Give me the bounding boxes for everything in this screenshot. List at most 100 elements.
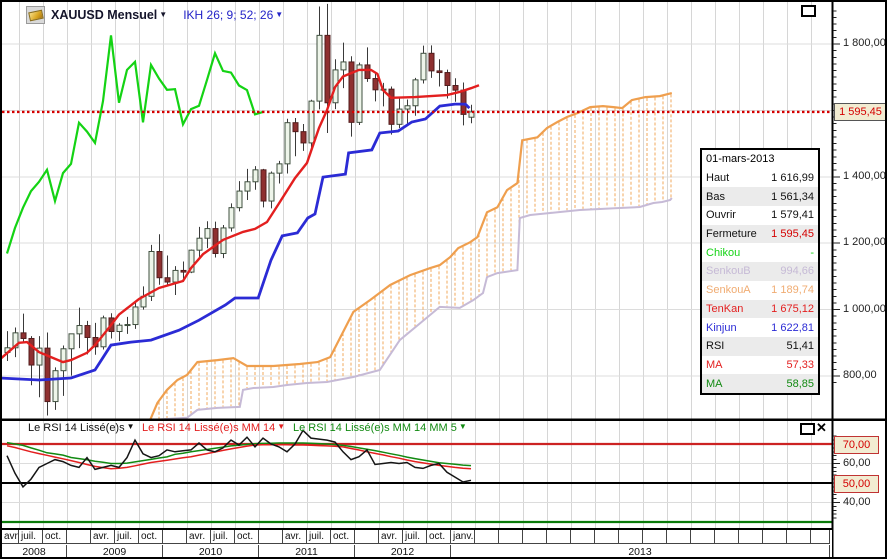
rsi-grid	[2, 421, 832, 528]
price-axis-label: 1 800,00	[843, 37, 886, 49]
tooltip-row: Bas 1 561,34	[702, 187, 818, 207]
candle-body	[364, 64, 371, 80]
candle-body	[436, 70, 443, 74]
rsi-indicator-label: Le RSI 14 Lissé(e)s MM 14 MM 5	[293, 422, 457, 434]
tooltip-row-value: 58,85	[786, 377, 814, 390]
month-cell	[619, 530, 643, 544]
tooltip-row-label: Ouvrir	[706, 209, 736, 222]
chevron-down-icon: ▼	[159, 10, 168, 19]
tooltip-row-value: 994,66	[780, 265, 814, 278]
candle-body	[236, 190, 243, 209]
rsi-indicator-dropdown[interactable]: Le RSI 14 Lissé(e)s ▼	[28, 422, 135, 434]
month-cell: oct.	[235, 530, 259, 544]
tooltip-row-value: 57,33	[786, 358, 814, 371]
candle-body	[172, 269, 179, 283]
candle-body	[124, 324, 131, 327]
tooltip-row: Ouvrir 1 579,41	[702, 206, 818, 225]
candle-body	[316, 34, 323, 102]
tooltip-row-value: 1 561,34	[771, 190, 814, 203]
month-cell: oct.	[331, 530, 355, 544]
month-cell: avr.	[283, 530, 307, 544]
tooltip-row: Haut 1 616,99	[702, 169, 818, 188]
candle-body	[44, 347, 51, 403]
candle-body	[348, 61, 355, 123]
candle-body	[396, 108, 403, 125]
rsi-axis-label: 40,00	[843, 495, 871, 508]
tooltip-row-value: 51,41	[786, 340, 814, 353]
tooltip-row-value: -	[810, 246, 814, 259]
rsi-line	[6, 429, 472, 489]
axis-ticks	[833, 10, 840, 519]
candle-body	[212, 228, 219, 254]
rsi-indicator-dropdown[interactable]: Le RSI 14 Lissé(e)s MM 14 MM 5 ▼	[293, 422, 467, 434]
rsi-restore-icon[interactable]	[800, 423, 815, 435]
candle-body	[180, 269, 187, 273]
tooltip-row: SenkouB 994,66	[702, 262, 818, 281]
month-cell	[787, 530, 811, 544]
candle-body	[340, 61, 347, 71]
year-cell: 2013	[451, 545, 830, 557]
candle-body	[84, 325, 91, 338]
gold-bar-icon	[26, 6, 45, 24]
rsi-axis-marker: 50,00	[834, 475, 879, 493]
main-chart-layer	[2, 2, 832, 419]
tooltip-row: Chikou -	[702, 243, 818, 262]
candle-body	[68, 333, 75, 350]
rsi-indicator-label: Le RSI 14 Lissé(e)s MM 14	[142, 422, 276, 434]
candle-body	[116, 324, 123, 333]
indicator-dropdown[interactable]: IKH 26; 9; 52; 26 ▼	[183, 8, 283, 22]
tooltip-row: TenKan 1 675,12	[702, 299, 818, 319]
candle-body	[52, 370, 59, 403]
tooltip-row: Kinjun 1 622,81	[702, 318, 818, 337]
month-cell: avr.	[379, 530, 403, 544]
symbol-timeframe-dropdown[interactable]: XAUUSD Mensuel ▼	[51, 8, 167, 22]
tooltip-row-label: SenkouA	[706, 284, 751, 297]
month-cell	[643, 530, 667, 544]
rsi-indicator-label: Le RSI 14 Lissé(e)s	[28, 422, 125, 434]
candle-body	[204, 228, 211, 239]
tooltip-row-label: Kinjun	[706, 321, 737, 334]
restore-window-icon[interactable]	[801, 5, 816, 17]
candle-body	[428, 52, 435, 72]
month-cell	[571, 530, 595, 544]
tooltip-row-value: 1 622,81	[771, 321, 814, 334]
main-grid	[2, 2, 832, 419]
tenkan-line	[2, 68, 480, 364]
month-cell: juil.	[307, 530, 331, 544]
tooltip-row: MA 57,33	[702, 356, 818, 375]
month-cell	[499, 530, 523, 544]
month-cell	[259, 530, 283, 544]
candle-body	[164, 277, 171, 283]
rsi-close-icon[interactable]: ✕	[816, 420, 827, 435]
candle-body	[228, 207, 235, 229]
month-cell	[715, 530, 739, 544]
last-price-marker: 1 595,45	[834, 103, 885, 121]
candle-body	[452, 85, 459, 91]
month-cell: avr.	[91, 530, 115, 544]
senkou-b-line	[154, 197, 673, 419]
candle-body	[268, 172, 275, 202]
candle-body	[372, 78, 379, 91]
chevron-down-icon: ▼	[458, 422, 467, 431]
candle-body	[300, 131, 307, 144]
rsi-panel-layer	[2, 421, 832, 528]
candle-body	[148, 251, 155, 297]
month-cell	[67, 530, 91, 544]
tooltip-row-value: 1 579,41	[771, 209, 814, 222]
rsi-indicator-dropdown[interactable]: Le RSI 14 Lissé(e)s MM 14 ▼	[142, 422, 285, 434]
tooltip-row-value: 1 189,74	[771, 284, 814, 297]
rsi-mm14-line	[6, 443, 472, 470]
month-cell	[355, 530, 379, 544]
tooltip-row-label: SenkouB	[706, 265, 751, 278]
candle-body	[324, 34, 331, 104]
rsi-axis-label: 60,00	[843, 456, 871, 469]
tooltip-row: SenkouA 1 189,74	[702, 281, 818, 300]
price-axis-label: 1 200,00	[843, 236, 886, 249]
month-cell: oct.	[43, 530, 67, 544]
rsi-axis-marker: 70,00	[834, 436, 879, 454]
tooltip-row-label: MA	[706, 377, 723, 390]
month-cell	[691, 530, 715, 544]
candle-body	[188, 249, 195, 273]
candle-body	[308, 100, 315, 144]
price-axis-label: 1 000,00	[843, 302, 886, 315]
